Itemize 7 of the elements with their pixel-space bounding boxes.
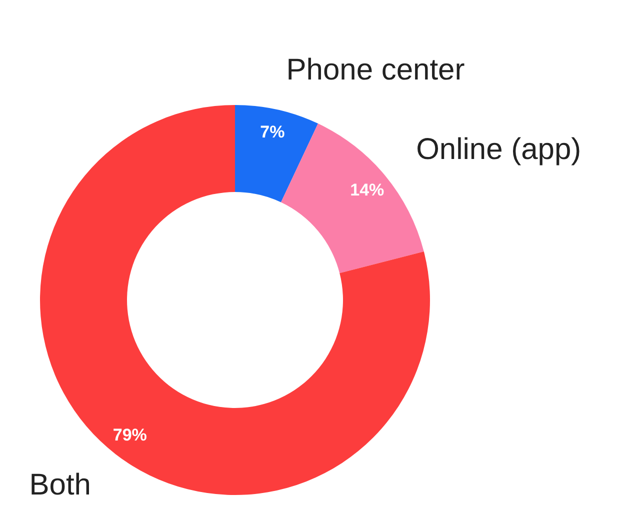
donut-slice [235, 105, 318, 202]
slice-label: Phone center [286, 54, 465, 87]
data-label: 7% [260, 122, 285, 142]
slice-label: Both [29, 468, 91, 502]
slice-label: Online (app) [416, 133, 582, 166]
data-label: 79% [112, 426, 147, 445]
data-label: 14% [350, 180, 384, 200]
